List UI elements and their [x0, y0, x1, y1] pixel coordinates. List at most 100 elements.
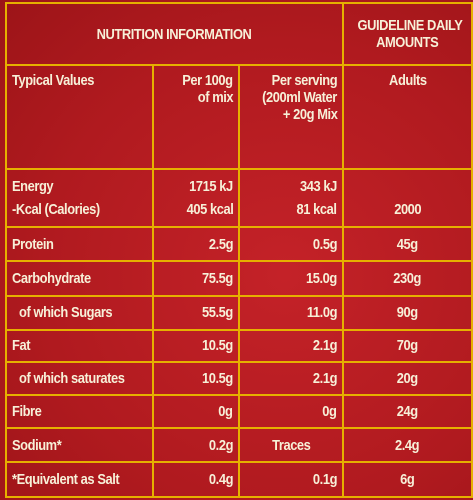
row-gda-text: 2.4g [395, 436, 420, 454]
row-per100-text: 75.5g [202, 270, 233, 287]
row-label: of which saturates [5, 361, 154, 397]
table-row: Sodium* 0.2g Traces 2.4g [5, 427, 473, 463]
row-per100: 10.5g [152, 361, 240, 397]
nutrition-information-heading: NUTRITION INFORMATION [5, 1, 344, 67]
nutrition-information-text: NUTRITION INFORMATION [97, 25, 252, 43]
row-gda-text: 20g [397, 370, 418, 388]
row-label-text: Protein [12, 235, 54, 253]
row-serving: 2.1g [238, 328, 344, 364]
row-per100: 0.4g [152, 460, 240, 499]
row-serving: 0.5g [238, 226, 344, 263]
row-gda-text: 90g [397, 304, 418, 322]
row-per100: 75.5g [152, 260, 240, 297]
row-label-text: Sodium* [12, 436, 62, 454]
per100-line1: Per 100g [182, 72, 234, 90]
row-per100: 10.5g [152, 328, 240, 364]
per-serving-label: Per serving (200ml Water + 20g Mix [238, 64, 344, 171]
row-per100-text: 0.4g [208, 470, 234, 488]
row-per100-text: 10.5g [202, 370, 233, 388]
row-per100-text: 0.2g [208, 436, 234, 454]
serving-line3: + 20g Mix [282, 106, 337, 124]
row-serving-text: 0.5g [312, 235, 338, 253]
row-serving-text: Traces [271, 436, 311, 454]
energy-kj-label: Energy [12, 178, 54, 196]
typical-values-text: Typical Values [12, 72, 94, 90]
table-row: Fat 10.5g 2.1g 70g [5, 328, 473, 364]
guideline-daily-amounts-heading: GUIDELINE DAILY AMOUNTS [342, 1, 473, 67]
row-serving: 2.1g [238, 361, 344, 397]
row-per100-text: 10.5g [202, 337, 233, 355]
row-per100: 0.2g [152, 427, 240, 463]
row-per100: 55.5g [152, 294, 240, 331]
row-gda-text: 70g [397, 337, 418, 355]
row-per100-text: 55.5g [202, 304, 233, 322]
energy-per100: 1715 kJ 405 kcal [152, 168, 240, 229]
energy-serving: 343 kJ 81 kcal [238, 168, 344, 229]
row-gda: 230g [342, 260, 473, 297]
row-gda: 70g [342, 328, 473, 364]
table-row: of which saturates 10.5g 2.1g 20g [5, 361, 473, 397]
row-serving-text: 11.0g [306, 304, 338, 322]
row-label-text: Fibre [12, 403, 42, 421]
row-gda: 90g [342, 294, 473, 331]
row-label: Sodium* [5, 427, 154, 463]
row-label-text: of which Sugars [19, 304, 113, 322]
row-gda-text: 6g [400, 470, 415, 488]
row-label: Carbohydrate [5, 260, 154, 297]
row-gda: 20g [342, 361, 473, 397]
energy-per100-kcal: 405 kcal [186, 201, 233, 219]
row-gda: 2.4g [342, 427, 473, 463]
typical-values-label: Typical Values [5, 64, 154, 171]
table-row: Carbohydrate 75.5g 15.0g 230g [5, 260, 473, 297]
row-serving: Traces [238, 427, 344, 463]
row-label-text: Carbohydrate [12, 270, 91, 287]
row-per100-text: 0g [218, 403, 234, 421]
row-label-text: Fat [12, 337, 31, 355]
row-gda-text: 45g [397, 235, 418, 253]
energy-gda: 2000 [342, 168, 473, 229]
per100-line2: of mix [197, 89, 234, 107]
adults-label: Adults [342, 64, 473, 171]
row-serving: 0g [238, 394, 344, 430]
energy-row: Energy -Kcal (Calories) 1715 kJ 405 kcal… [5, 168, 473, 229]
serving-line2: (200ml Water [262, 89, 337, 107]
row-serving-text: 15.0g [306, 270, 337, 287]
row-label: Fibre [5, 394, 154, 430]
row-gda: 6g [342, 460, 473, 499]
row-per100: 0g [152, 394, 240, 430]
table-header-row: NUTRITION INFORMATION GUIDELINE DAILY AM… [5, 1, 473, 67]
table-row: Protein 2.5g 0.5g 45g [5, 226, 473, 263]
energy-kcal-label: -Kcal (Calories) [12, 201, 100, 219]
energy-per100-kj: 1715 kJ [189, 178, 233, 196]
row-serving-text: 0g [322, 403, 338, 421]
table-row: *Equivalent as Salt 0.4g 0.1g 6g [5, 460, 473, 499]
row-serving: 15.0g [238, 260, 344, 297]
row-per100: 2.5g [152, 226, 240, 263]
row-serving-text: 0.1g [312, 470, 338, 488]
row-gda-text: 24g [397, 403, 418, 421]
energy-label: Energy -Kcal (Calories) [5, 168, 154, 229]
energy-serving-kj: 343 kJ [300, 178, 337, 196]
column-labels-row: Typical Values Per 100g of mix Per servi… [5, 64, 473, 171]
row-serving-text: 2.1g [312, 370, 338, 388]
row-per100-text: 2.5g [208, 235, 234, 253]
row-gda-text: 230g [393, 270, 422, 287]
serving-line1: Per serving [271, 72, 337, 90]
row-serving-text: 2.1g [312, 337, 338, 355]
guideline-line1: GUIDELINE DAILY [357, 17, 463, 35]
row-serving: 11.0g [238, 294, 344, 331]
row-label: of which Sugars [5, 294, 154, 331]
row-label: Fat [5, 328, 154, 364]
row-label-text: of which saturates [19, 370, 125, 388]
table-row: Fibre 0g 0g 24g [5, 394, 473, 430]
row-label: *Equivalent as Salt [5, 460, 154, 499]
guideline-line2: AMOUNTS [376, 34, 439, 52]
energy-serving-kcal: 81 kcal [296, 201, 337, 219]
row-serving: 0.1g [238, 460, 344, 499]
row-gda: 24g [342, 394, 473, 430]
row-label: Protein [5, 226, 154, 263]
row-gda: 45g [342, 226, 473, 263]
row-label-text: *Equivalent as Salt [12, 470, 120, 488]
table-row: of which Sugars 55.5g 11.0g 90g [5, 294, 473, 331]
